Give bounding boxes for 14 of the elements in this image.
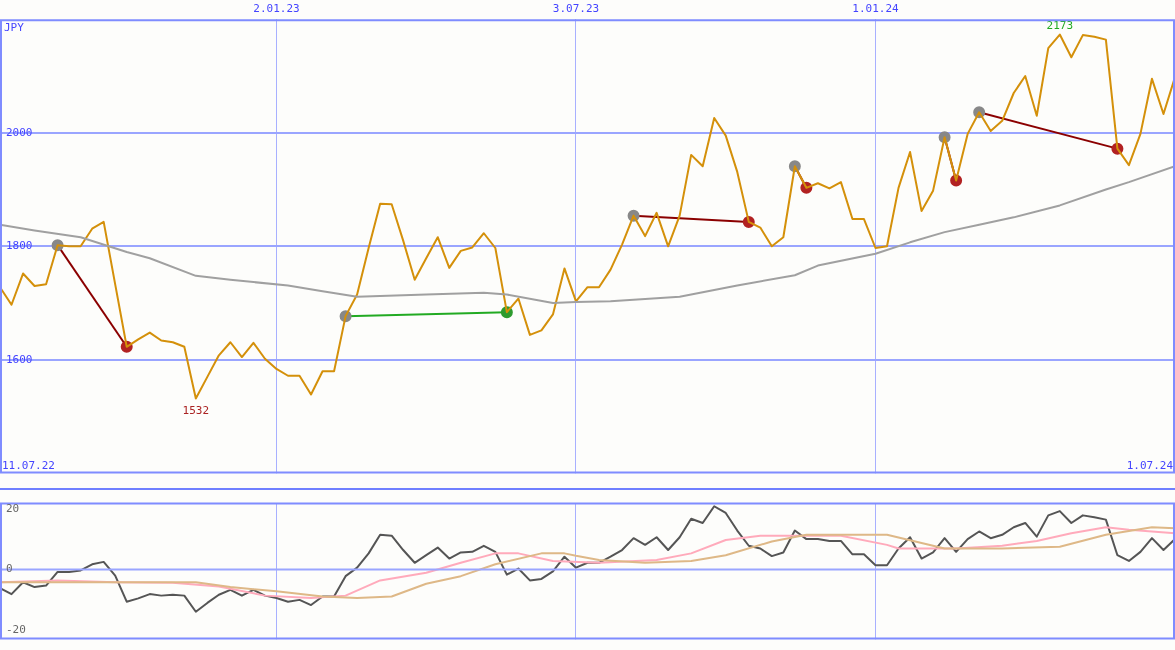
annotation: 1.07.24 [1126, 459, 1174, 473]
y-tick-label: 1600 [6, 352, 33, 366]
y-tick-label: 20 [6, 501, 20, 515]
annotation: 2173 [1046, 18, 1074, 32]
y-tick-label: 0 [6, 562, 13, 576]
annotation: 1532 [182, 404, 210, 418]
x-tick-label: 1.01.24 [852, 2, 900, 16]
y-tick-label: 1800 [6, 239, 33, 253]
y-axis-title: JPY [4, 21, 25, 35]
annotation: 11.07.22 [2, 459, 55, 473]
y-tick-label: -20 [6, 623, 26, 637]
x-tick-label: 2.01.23 [253, 2, 300, 16]
y-tick-label: 2000 [6, 125, 33, 139]
x-tick-label: 3.07.23 [552, 2, 600, 16]
